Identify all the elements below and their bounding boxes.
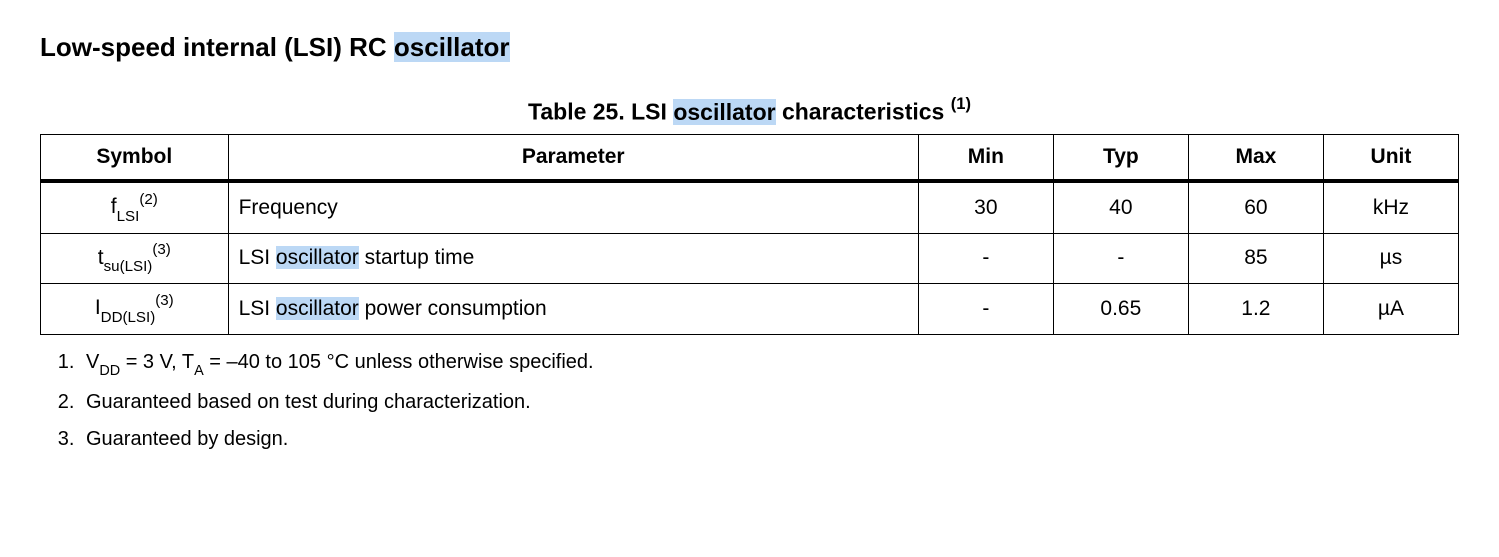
cell-max: 85 [1188, 233, 1323, 284]
table-body: fLSI(2) Frequency 30 40 60 kHz tsu(LSI)(… [41, 181, 1459, 334]
symbol-main: I [95, 296, 101, 319]
footnote-1: VDD = 3 V, TA = –40 to 105 °C unless oth… [80, 349, 1459, 379]
cell-max: 1.2 [1188, 284, 1323, 335]
symbol-sub: LSI [117, 208, 140, 225]
symbol-note: (3) [155, 292, 173, 309]
caption-pre: Table 25. LSI [528, 99, 673, 125]
cell-symbol: IDD(LSI)(3) [41, 284, 229, 335]
symbol-note: (2) [139, 191, 157, 208]
table-row: tsu(LSI)(3) LSI oscillator startup time … [41, 233, 1459, 284]
cell-min: - [918, 233, 1053, 284]
cell-symbol: fLSI(2) [41, 181, 229, 233]
col-unit: Unit [1323, 134, 1458, 181]
cell-min: - [918, 284, 1053, 335]
param-post: power consumption [359, 297, 547, 320]
caption-post: characteristics [776, 99, 951, 125]
table-row: IDD(LSI)(3) LSI oscillator power consump… [41, 284, 1459, 335]
param-highlight: oscillator [276, 246, 359, 269]
table-header-row: Symbol Parameter Min Typ Max Unit [41, 134, 1459, 181]
col-typ: Typ [1053, 134, 1188, 181]
heading-pre: Low-speed internal (LSI) RC [40, 32, 394, 62]
f1-b: = 3 V, T [120, 351, 194, 373]
f1-a: V [86, 351, 99, 373]
table-row: fLSI(2) Frequency 30 40 60 kHz [41, 181, 1459, 233]
param-pre: Frequency [239, 196, 338, 219]
col-parameter: Parameter [228, 134, 918, 181]
f1-b-sub: A [194, 363, 204, 379]
cell-parameter: Frequency [228, 181, 918, 233]
col-max: Max [1188, 134, 1323, 181]
cell-unit: µs [1323, 233, 1458, 284]
cell-symbol: tsu(LSI)(3) [41, 233, 229, 284]
footnote-3: Guaranteed by design. [80, 426, 1459, 453]
cell-parameter: LSI oscillator power consumption [228, 284, 918, 335]
symbol-main: f [111, 195, 117, 218]
footnote-2: Guaranteed based on test during characte… [80, 389, 1459, 416]
section-heading: Low-speed internal (LSI) RC oscillator [40, 30, 1459, 65]
param-post: startup time [359, 246, 475, 269]
footnote-list: VDD = 3 V, TA = –40 to 105 °C unless oth… [40, 349, 1459, 453]
cell-max: 60 [1188, 181, 1323, 233]
param-pre: LSI [239, 246, 276, 269]
characteristics-table: Symbol Parameter Min Typ Max Unit fLSI(2… [40, 134, 1459, 335]
caption-highlight: oscillator [673, 99, 775, 125]
cell-unit: kHz [1323, 181, 1458, 233]
symbol-main: t [98, 246, 104, 269]
cell-parameter: LSI oscillator startup time [228, 233, 918, 284]
heading-highlight: oscillator [394, 32, 510, 62]
f1-a-sub: DD [99, 363, 120, 379]
caption-note: (1) [951, 94, 971, 113]
cell-typ: 40 [1053, 181, 1188, 233]
col-symbol: Symbol [41, 134, 229, 181]
cell-typ: 0.65 [1053, 284, 1188, 335]
f1-c: = –40 to 105 °C unless otherwise specifi… [204, 351, 594, 373]
param-pre: LSI [239, 297, 276, 320]
cell-typ: - [1053, 233, 1188, 284]
table-caption: Table 25. LSI oscillator characteristics… [40, 95, 1459, 128]
symbol-sub: su(LSI) [104, 258, 153, 275]
cell-unit: µA [1323, 284, 1458, 335]
col-min: Min [918, 134, 1053, 181]
symbol-note: (3) [152, 241, 170, 258]
param-highlight: oscillator [276, 297, 359, 320]
symbol-sub: DD(LSI) [101, 309, 156, 326]
cell-min: 30 [918, 181, 1053, 233]
